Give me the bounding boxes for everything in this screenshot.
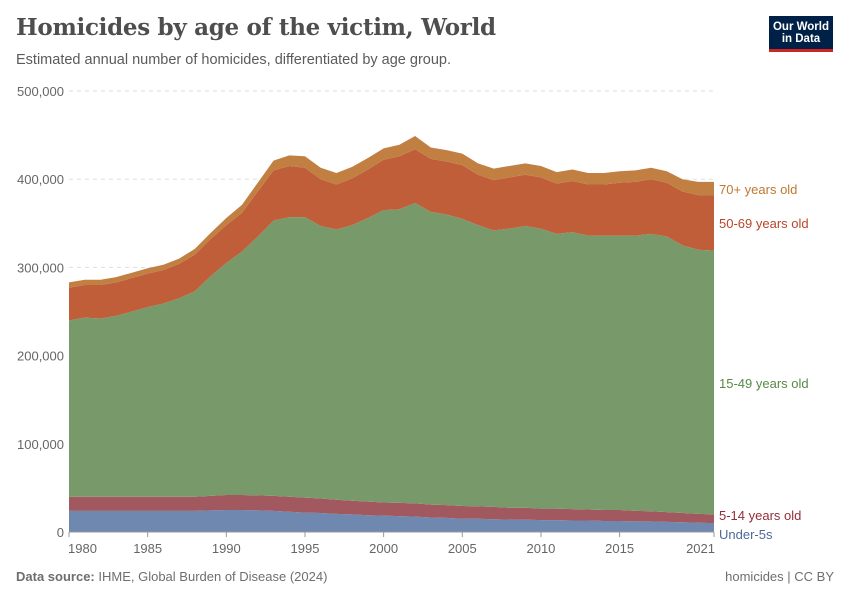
series-label: Under-5s: [719, 527, 773, 542]
source-label: Data source:: [16, 569, 95, 584]
x-tick-label: 2021: [686, 541, 715, 556]
series-label: 70+ years old: [719, 182, 797, 197]
y-tick-label: 500,000: [17, 84, 64, 99]
license[interactable]: homicides | CC BY: [725, 569, 834, 584]
source-link[interactable]: IHME, Global Burden of Disease (2024): [98, 569, 328, 584]
series-label: 15-49 years old: [719, 376, 809, 391]
x-tick-label: 2010: [526, 541, 555, 556]
data-source: Data source: IHME, Global Burden of Dise…: [16, 569, 327, 584]
x-tick-label: 1995: [291, 541, 320, 556]
owid-logo[interactable]: Our World in Data: [769, 16, 833, 52]
y-tick-label: 300,000: [17, 260, 64, 275]
series-label: 5-14 years old: [719, 508, 801, 523]
y-tick-label: 100,000: [17, 437, 64, 452]
series-label: 50-69 years old: [719, 216, 809, 231]
chart-subtitle: Estimated annual number of homicides, di…: [16, 52, 451, 68]
x-tick-label: 1980: [68, 541, 97, 556]
area-under-5s: [69, 509, 714, 532]
x-tick-label: 2000: [369, 541, 398, 556]
y-tick-label: 0: [57, 525, 64, 540]
y-tick-label: 200,000: [17, 349, 64, 364]
area-5-14-years-old: [69, 494, 714, 524]
x-tick-label: 1990: [212, 541, 241, 556]
y-tick-label: 400,000: [17, 172, 64, 187]
x-tick-label: 1985: [133, 541, 162, 556]
area-50-69-years-old: [69, 149, 714, 321]
chart-title: Homicides by age of the victim, World: [16, 14, 496, 41]
x-tick-label: 2015: [605, 541, 634, 556]
x-tick-label: 2005: [448, 541, 477, 556]
area-70-years-old: [69, 135, 714, 288]
area-15-49-years-old: [69, 203, 714, 515]
